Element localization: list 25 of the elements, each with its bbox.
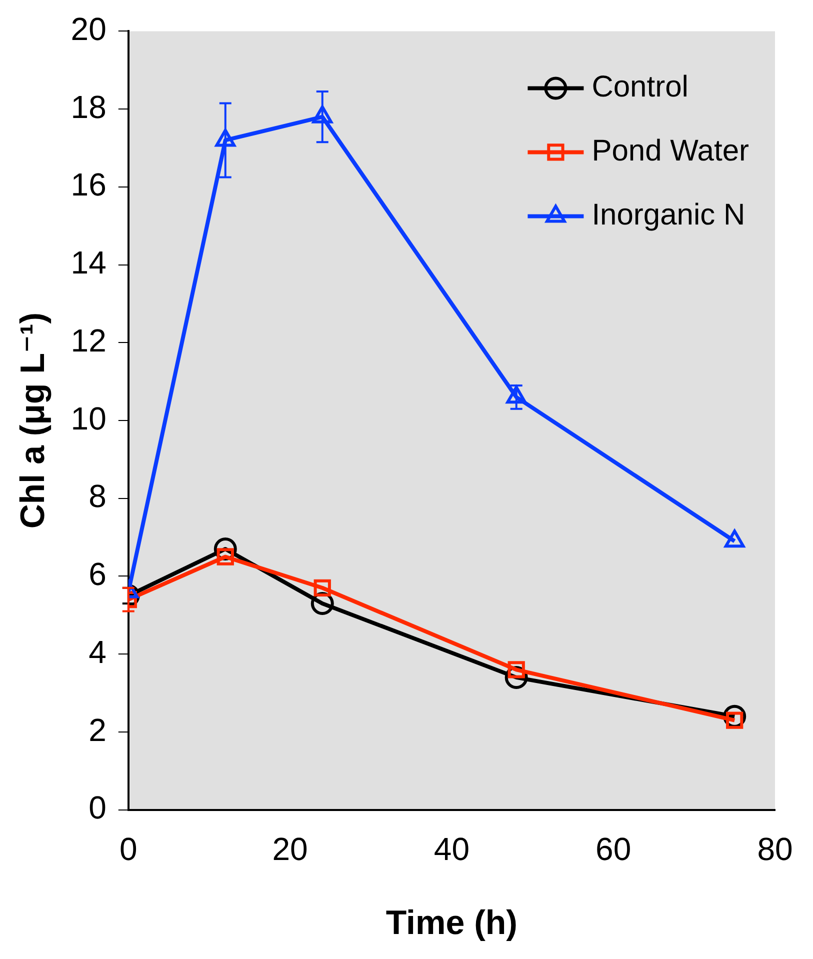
legend-label: Inorganic N [592, 198, 746, 232]
point [506, 386, 527, 404]
x-tick-label: 20 [272, 830, 308, 867]
x-tick-label: 0 [119, 830, 138, 867]
point [312, 105, 333, 124]
y-tick-label: 0 [88, 790, 106, 826]
point [215, 128, 236, 147]
legend-label: Control [592, 70, 688, 104]
y-tick-label: 8 [88, 478, 106, 514]
x-tick-label: 40 [434, 830, 470, 867]
y-tick-label: 18 [70, 88, 106, 125]
x-tick-label: 60 [596, 830, 632, 867]
y-tick-label: 12 [70, 322, 106, 358]
y-tick-label: 4 [88, 634, 106, 670]
y-axis-title: Chl a (μg L⁻¹) [14, 312, 52, 529]
y-tick-label: 20 [70, 11, 106, 48]
y-tick-label: 10 [70, 400, 106, 436]
y-tick-label: 6 [88, 556, 106, 592]
point [314, 579, 331, 596]
y-tick-label: 16 [70, 166, 106, 203]
x-axis-title: Time (h) [386, 904, 518, 942]
y-tick-label: 14 [70, 244, 106, 281]
x-tick-label: 80 [757, 830, 793, 867]
legend-label: Pond Water [592, 134, 750, 168]
y-tick-label: 2 [88, 712, 106, 748]
